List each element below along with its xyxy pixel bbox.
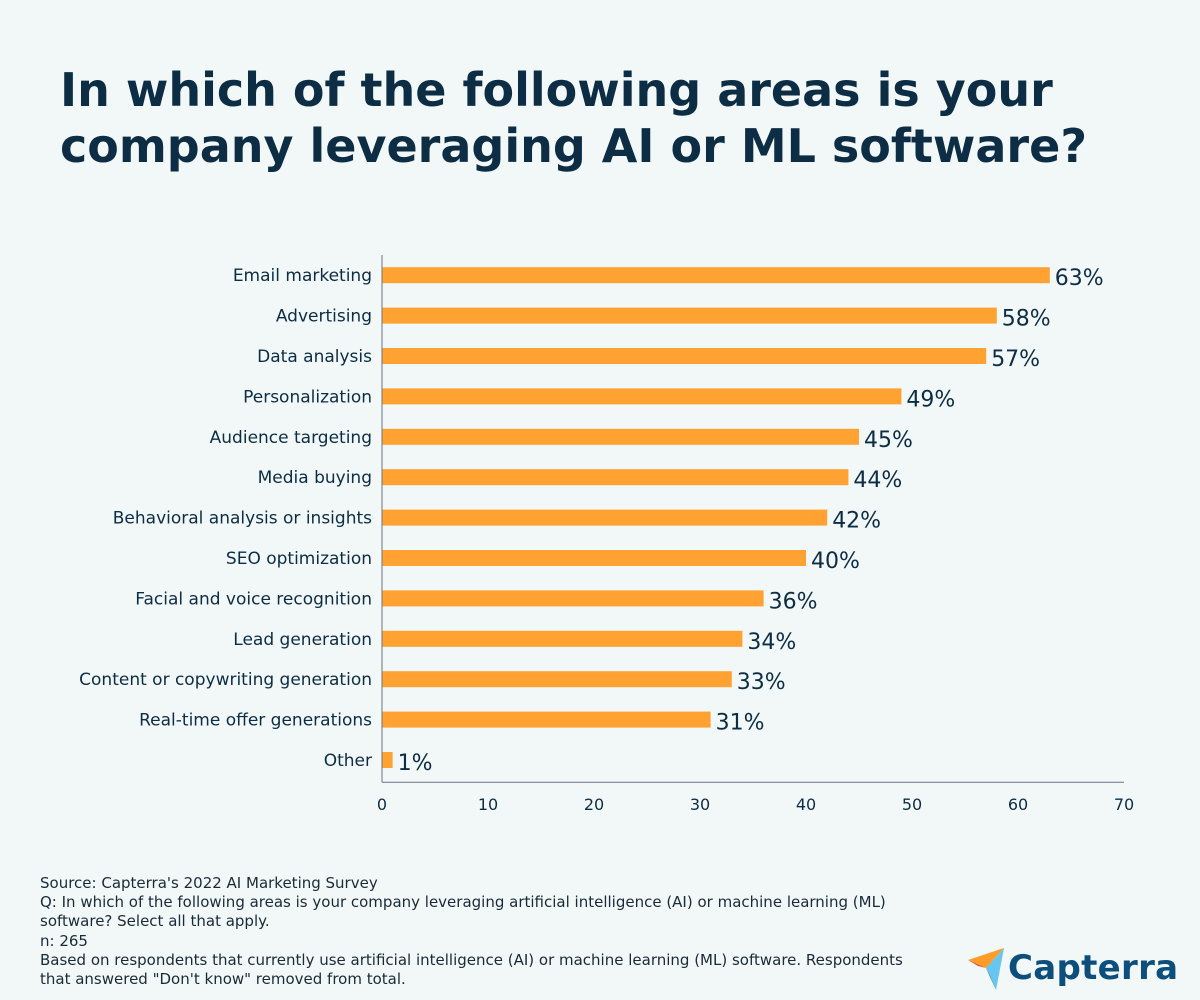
chart-title: In which of the following areas is your … — [60, 63, 1088, 173]
bar-0 — [382, 267, 1050, 284]
value-label: 45% — [864, 428, 913, 453]
value-label: 63% — [1055, 266, 1104, 291]
value-label: 1% — [398, 751, 433, 776]
category-label: Content or copywriting generation — [79, 670, 372, 690]
bar-chart: Email marketing Advertising Data analysis P… — [79, 255, 1134, 814]
category-label: Real-time offer generations — [139, 711, 372, 731]
category-label: Data analysis — [257, 347, 372, 367]
bar-5 — [382, 469, 849, 486]
x-tick-labels-group: 0 10 20 30 40 50 60 70 — [377, 795, 1134, 814]
source-note: Source: Capterra's 2022 AI Marketing Sur… — [40, 874, 378, 892]
x-tick-label: 30 — [690, 795, 710, 814]
category-label: Lead generation — [233, 630, 372, 650]
sample-size-note: n: 265 — [40, 931, 88, 950]
category-label: Other — [324, 751, 372, 771]
value-label: 33% — [737, 670, 786, 695]
value-label: 34% — [747, 630, 796, 655]
bar-1 — [382, 307, 997, 324]
bar-12 — [382, 752, 393, 768]
category-label: Media buying — [258, 468, 372, 488]
x-tick-label: 20 — [584, 795, 604, 814]
capterra-logo: Capterra — [966, 946, 1178, 992]
base-note: Based on respondents that currently use … — [40, 950, 903, 989]
category-label: Email marketing — [233, 266, 372, 286]
question-note: Q: In which of the following areas is yo… — [40, 893, 886, 931]
bars-group — [382, 267, 1050, 768]
bar-6 — [382, 509, 828, 526]
value-label: 36% — [769, 589, 818, 614]
bar-10 — [382, 671, 732, 688]
logo-wordmark: Capterra — [1008, 948, 1179, 988]
x-tick-label: 50 — [902, 795, 922, 814]
category-label: Audience targeting — [210, 428, 372, 448]
bar-2 — [382, 348, 987, 364]
bar-3 — [382, 388, 902, 405]
category-label: Behavioral analysis or insights — [113, 509, 372, 529]
capterra-arrow-icon — [968, 948, 1004, 990]
x-tick-label: 70 — [1114, 795, 1134, 814]
x-tick-label: 60 — [1008, 795, 1028, 814]
value-label: 49% — [906, 387, 955, 412]
x-tick-label: 0 — [377, 795, 387, 814]
x-tick-label: 40 — [796, 795, 816, 814]
value-label: 40% — [811, 549, 860, 574]
bar-9 — [382, 630, 743, 647]
value-label: 42% — [832, 509, 881, 534]
category-label: Advertising — [276, 307, 372, 327]
value-label: 57% — [991, 347, 1040, 372]
category-labels-group: Email marketing Advertising Data analysis P… — [79, 266, 372, 771]
value-label: 44% — [853, 468, 902, 493]
category-label: Personalization — [243, 387, 372, 407]
category-label: Facial and voice recognition — [135, 589, 372, 609]
bar-4 — [382, 428, 859, 445]
value-labels-group: 63%58% 57% 49% 45% 44% 42% 40% 36% 34% 33% 31% 1% — [398, 266, 1104, 776]
value-label: 31% — [716, 711, 765, 736]
x-tick-label: 10 — [478, 795, 498, 814]
bar-11 — [382, 711, 711, 728]
footnotes: Source: Capterra's 2022 AI Marketing Sur… — [40, 874, 920, 989]
bar-7 — [382, 550, 806, 566]
bar-8 — [382, 590, 764, 607]
value-label: 58% — [1002, 307, 1051, 332]
category-label: SEO optimization — [226, 549, 372, 569]
